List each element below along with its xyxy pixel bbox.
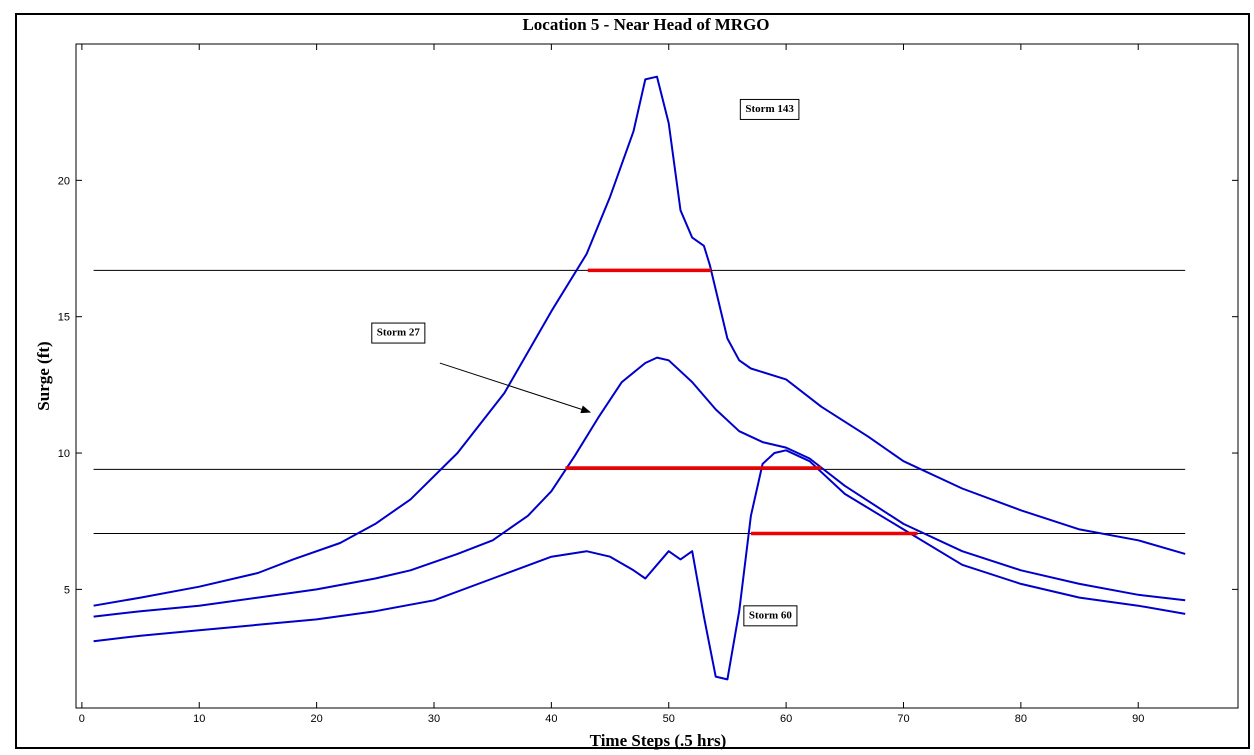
x-tick-label: 10 — [193, 713, 205, 725]
x-tick-label: 30 — [428, 713, 440, 725]
surge-series-2 — [93, 356, 1186, 618]
annotation-text: Storm 60 — [749, 609, 793, 621]
x-tick-label: 0 — [79, 713, 85, 725]
x-tick-label: 50 — [663, 713, 675, 725]
annotation-box-1: Storm 143 — [739, 98, 800, 120]
x-tick-label: 40 — [545, 713, 557, 725]
annotation-box-2: Storm 27 — [371, 322, 426, 344]
plot-area — [75, 43, 1239, 709]
y-tick-label: 5 — [64, 584, 70, 596]
annotation-arrow — [439, 362, 592, 414]
annotation-text: Storm 143 — [745, 103, 794, 115]
threshold-lines — [93, 269, 1186, 534]
x-tick-label: 80 — [1015, 713, 1027, 725]
annotation-frame — [739, 98, 800, 120]
x-axis-label: Time Steps (.5 hrs) — [590, 731, 727, 750]
annotation-box-3: Storm 60 — [743, 605, 798, 627]
chart-title: Location 5 - Near Head of MRGO — [522, 15, 769, 34]
duration-segments — [565, 268, 918, 536]
surge-series — [93, 75, 1186, 681]
y-tick-label: 10 — [58, 448, 70, 460]
y-axis-label: Surge (ft) — [34, 341, 53, 410]
annotation-text: Storm 27 — [377, 327, 421, 339]
x-tick-label: 60 — [780, 713, 792, 725]
x-tick-label: 20 — [310, 713, 322, 725]
y-tick-label: 20 — [58, 175, 70, 187]
x-tick-label: 70 — [897, 713, 909, 725]
annotations: Storm 143 Storm 27 Storm 60 — [371, 98, 800, 627]
axis-ticks: 0 10 20 30 40 50 60 70 80 90 5 10 15 20 — [58, 44, 1238, 725]
annotation-frame — [743, 605, 798, 627]
surge-series-3 — [93, 449, 1186, 681]
y-tick-label: 15 — [58, 312, 70, 324]
annotation-frame — [371, 322, 426, 344]
surge-series-1 — [93, 75, 1186, 607]
x-tick-label: 90 — [1132, 713, 1144, 725]
